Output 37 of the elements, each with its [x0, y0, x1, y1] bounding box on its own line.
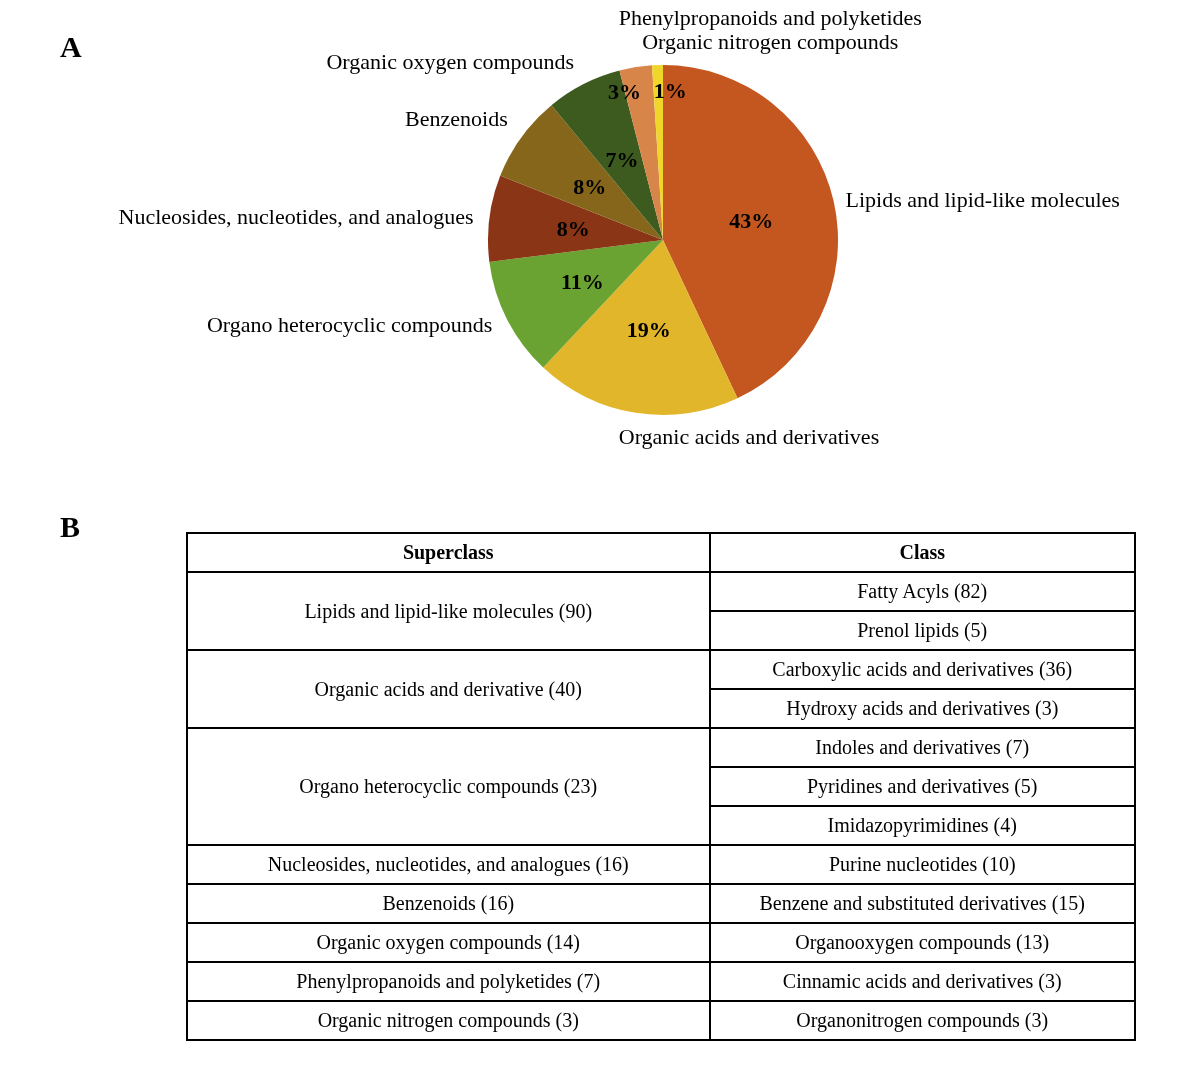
text: Benzenoids (16) — [382, 892, 515, 914]
slice-label: Organo heterocyclic compounds — [206, 312, 493, 338]
text: Organonitrogen compounds (3) — [796, 1009, 1049, 1031]
text: Organic nitrogen compounds (3) — [317, 1009, 579, 1031]
text: Pyridines and derivatives (5) — [807, 775, 1038, 797]
slice-label: Nucleosides, nucleotides, and analogues — [118, 204, 474, 230]
text: Cinnamic acids and derivatives (3) — [782, 970, 1062, 992]
slice-label: Benzenoids — [405, 105, 508, 131]
text: B — [60, 510, 81, 544]
data-label: 43% — [729, 207, 774, 233]
text: Imidazopyrimidines (4) — [827, 814, 1017, 836]
text: Indoles and derivatives (7) — [815, 736, 1030, 758]
slice-label: Phenylpropanoids and polyketides — [618, 4, 922, 30]
data-label: 8% — [573, 174, 607, 200]
data-label: 19% — [626, 316, 671, 342]
text: A — [60, 30, 82, 64]
text: Hydroxy acids and derivatives (3) — [786, 697, 1059, 719]
text: Purine nucleotides (10) — [828, 853, 1016, 875]
text: Lipids and lipid-like molecules (90) — [304, 599, 593, 622]
text: Organic oxygen compounds (14) — [316, 931, 580, 953]
data-label: 8% — [556, 216, 590, 242]
slice-label: Organic acids and derivatives — [618, 424, 880, 450]
text: Organo heterocyclic compounds (23) — [299, 775, 598, 797]
text: Benzene and substituted derivatives (15) — [759, 892, 1085, 914]
text: Carboxylic acids and derivatives (36) — [772, 658, 1073, 680]
text: Organic acids and derivative (40) — [314, 677, 582, 700]
data-label: 7% — [605, 146, 639, 172]
text: Prenol lipids (5) — [857, 619, 988, 641]
category-label: Class — [709, 533, 1135, 572]
text: Phenylpropanoids and polyketides (7) — [296, 970, 601, 992]
slice-label: Organic oxygen compounds — [326, 48, 575, 74]
category-label: Superclass — [187, 533, 710, 572]
text: Nucleosides, nucleotides, and analogues (16) — [267, 853, 629, 875]
text: Organooxygen compounds (13) — [795, 931, 1050, 953]
data-label: 11% — [560, 268, 604, 294]
text: Fatty Acyls (82) — [857, 580, 988, 602]
slice-label: Lipids and lipid-like molecules — [845, 186, 1120, 212]
